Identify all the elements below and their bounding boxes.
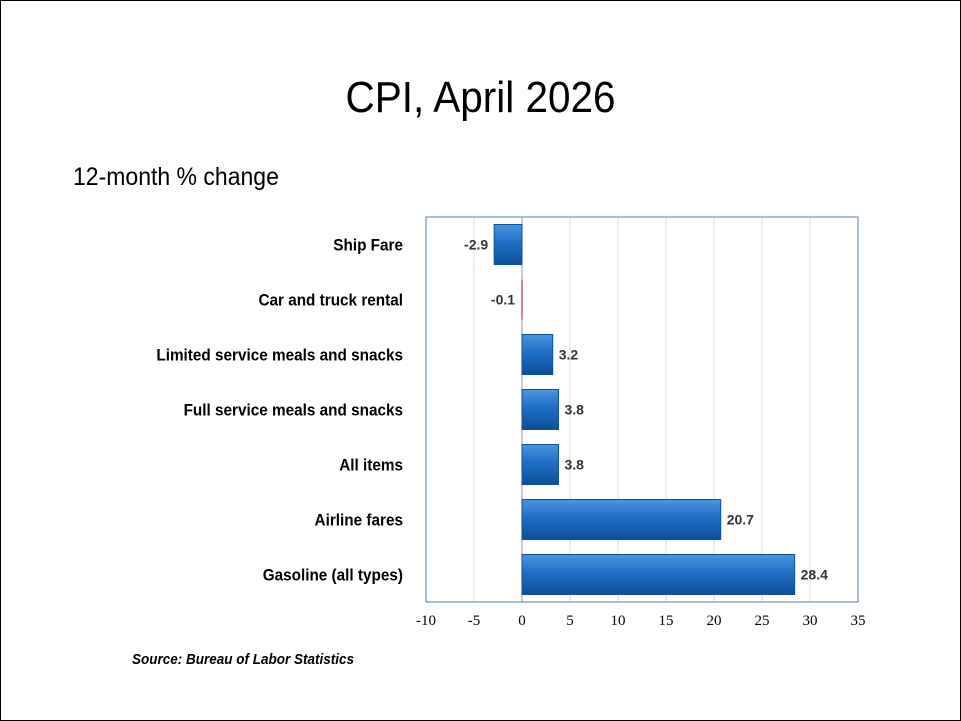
- bar: [521, 499, 722, 540]
- x-tick-label: 5: [566, 613, 574, 629]
- source-note: Source: Bureau of Labor Statistics: [132, 651, 355, 668]
- x-tick-label: 15: [659, 613, 674, 629]
- plot-area-border: [425, 216, 859, 603]
- category-label: Limited service meals and snacks: [156, 346, 403, 365]
- x-tick-label: 10: [611, 613, 626, 629]
- chart-subtitle: 12-month % change: [73, 163, 279, 191]
- data-label: 3.8: [564, 457, 584, 473]
- category-label: Gasoline (all types): [263, 566, 403, 585]
- category-label: All items: [339, 456, 403, 475]
- category-label: Car and truck rental: [258, 291, 403, 310]
- bar: [521, 444, 559, 485]
- data-label: 3.2: [559, 347, 579, 363]
- data-label: -2.9: [464, 237, 488, 253]
- data-label: 3.8: [564, 402, 584, 418]
- x-tick-label: 35: [851, 613, 866, 629]
- bar: [521, 389, 559, 430]
- bar: [493, 224, 523, 265]
- category-label: Ship Fare: [333, 236, 403, 255]
- chart-title: CPI, April 2026: [345, 73, 616, 122]
- x-tick-label: 20: [707, 613, 722, 629]
- data-label: 28.4: [801, 567, 828, 583]
- bar: [521, 334, 554, 375]
- bar: [521, 554, 796, 595]
- x-tick-label: 30: [803, 613, 818, 629]
- data-label: 20.7: [727, 512, 754, 528]
- x-tick-label: -10: [416, 613, 436, 629]
- x-tick-label: 0: [518, 613, 526, 629]
- category-label: Full service meals and snacks: [184, 401, 403, 420]
- category-label: Airline fares: [315, 511, 403, 530]
- x-tick-label: -5: [468, 613, 481, 629]
- x-tick-label: 25: [755, 613, 770, 629]
- data-label: -0.1: [491, 292, 515, 308]
